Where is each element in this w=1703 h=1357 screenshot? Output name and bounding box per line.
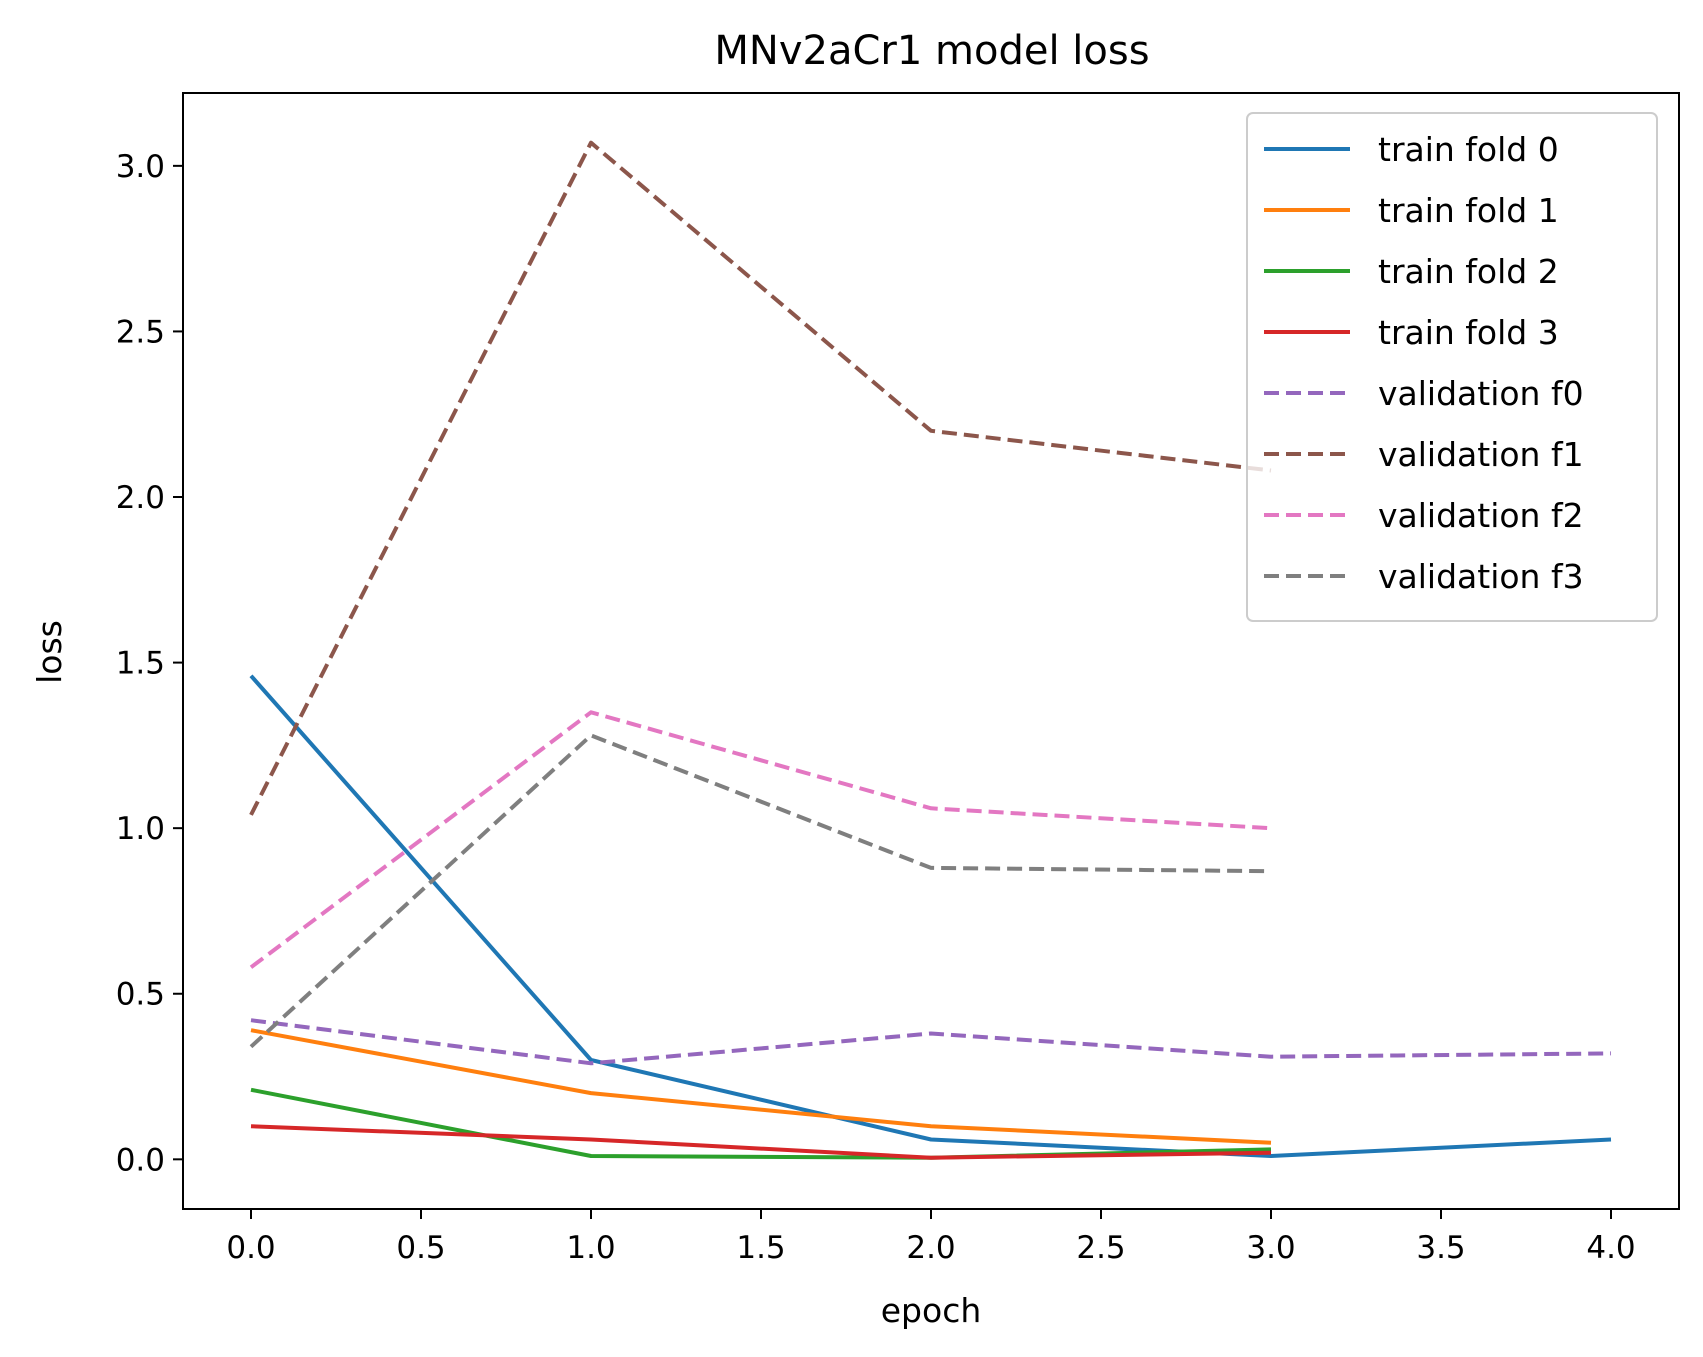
series-line-6 xyxy=(249,710,1272,969)
legend-label-4: validation f0 xyxy=(1378,374,1584,413)
y-tick-label: 0.5 xyxy=(116,977,165,1013)
x-axis: 0.0 0.5 1.0 1.5 2.0 2.5 3.0 3.5 4.0 xyxy=(226,1209,1636,1266)
x-tick-label: 2.0 xyxy=(906,1230,955,1266)
series-line-1 xyxy=(250,1028,1272,1145)
series-line-3 xyxy=(250,1124,1272,1160)
legend: train fold 0 train fold 1 train fold 2 trai… xyxy=(1246,112,1658,622)
x-tick-label: 0.5 xyxy=(396,1230,445,1266)
x-tick-label: 0.0 xyxy=(226,1230,275,1266)
legend-label-7: validation f3 xyxy=(1378,557,1584,596)
x-tick-label: 3.0 xyxy=(1246,1230,1295,1266)
series-layer xyxy=(249,140,1612,1160)
legend-label-5: validation f1 xyxy=(1378,435,1584,474)
y-tick-label: 2.0 xyxy=(116,480,165,516)
legend-label-0: train fold 0 xyxy=(1378,130,1559,169)
series-line-7 xyxy=(249,733,1272,1049)
chart-title: MNv2aCr1 model loss xyxy=(714,28,1149,74)
y-tick-label: 2.5 xyxy=(116,314,165,350)
y-tick-label: 1.0 xyxy=(116,811,165,847)
x-tick-label: 1.0 xyxy=(566,1230,615,1266)
y-axis: 0.0 0.5 1.0 1.5 2.0 2.5 3.0 xyxy=(116,149,183,1178)
y-tick-label: 0.0 xyxy=(116,1142,165,1178)
legend-box xyxy=(1246,112,1658,622)
x-axis-label: epoch xyxy=(881,1291,982,1330)
y-tick-label: 1.5 xyxy=(116,646,165,682)
series-line-4 xyxy=(250,1018,1612,1066)
x-tick-label: 1.5 xyxy=(736,1230,785,1266)
y-tick-label: 3.0 xyxy=(116,149,165,185)
legend-label-3: train fold 3 xyxy=(1378,313,1559,352)
series-line-5 xyxy=(249,140,1272,816)
series-line-0 xyxy=(249,674,1612,1158)
x-tick-label: 3.5 xyxy=(1416,1230,1465,1266)
legend-label-6: validation f2 xyxy=(1378,496,1584,535)
legend-label-1: train fold 1 xyxy=(1378,191,1559,230)
y-axis-label: loss xyxy=(30,620,69,684)
legend-label-2: train fold 2 xyxy=(1378,252,1559,291)
x-tick-label: 4.0 xyxy=(1586,1230,1635,1266)
x-tick-label: 2.5 xyxy=(1076,1230,1125,1266)
